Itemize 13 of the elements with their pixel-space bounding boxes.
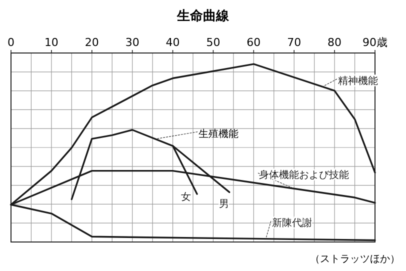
xtick: 40 (166, 36, 180, 49)
xtick: 30 (125, 36, 140, 49)
xtick: 0 (8, 36, 14, 49)
note: （ストラッツほか） (310, 254, 400, 265)
xtick: 20 (84, 36, 99, 49)
title: 生命曲線 (177, 9, 229, 24)
xtick: 10 (44, 36, 58, 49)
annotation: 生殖機能 (198, 128, 239, 140)
xtick: 70 (287, 36, 302, 49)
xtick: 50 (206, 36, 220, 49)
xtick: 90歳 (362, 36, 388, 49)
xtick: 80 (328, 36, 342, 49)
xtick: 60 (246, 36, 261, 49)
